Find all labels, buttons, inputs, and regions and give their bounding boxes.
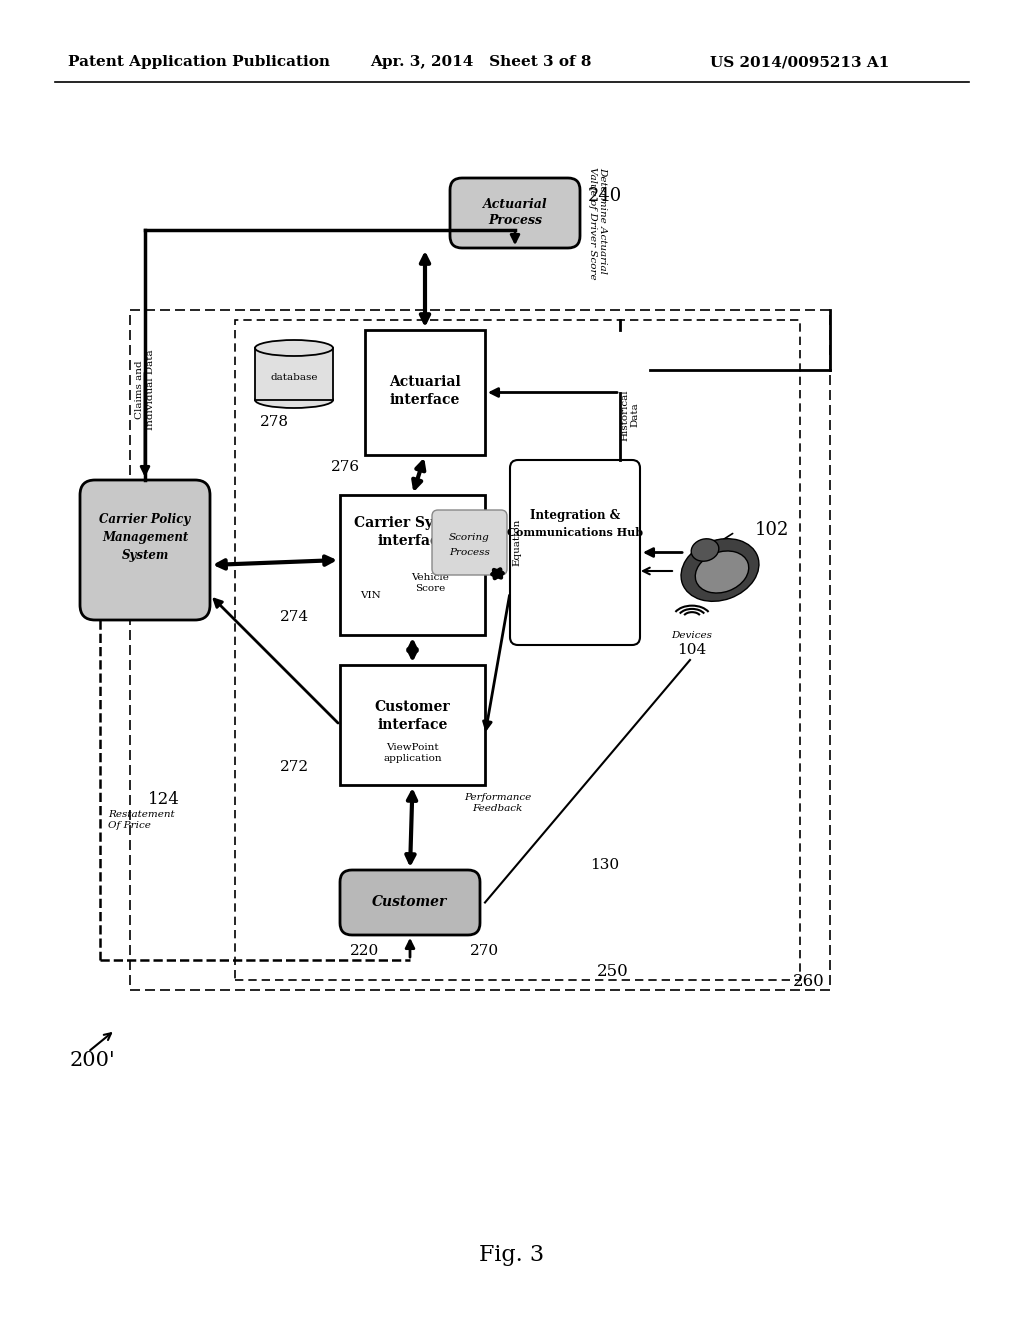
Text: System: System <box>122 549 169 562</box>
Text: Customer: Customer <box>375 700 451 714</box>
Bar <box>255 348 333 400</box>
Text: ViewPoint
application: ViewPoint application <box>383 743 441 763</box>
Text: 270: 270 <box>470 944 499 958</box>
Text: Customer: Customer <box>373 895 447 909</box>
FancyBboxPatch shape <box>432 510 507 576</box>
Text: database: database <box>270 374 317 383</box>
Text: Determine Actuarial
Value of Driver Score: Determine Actuarial Value of Driver Scor… <box>588 166 607 280</box>
Text: interface: interface <box>377 535 447 548</box>
Bar <box>340 665 485 785</box>
Text: interface: interface <box>377 718 447 733</box>
Text: 260: 260 <box>794 974 825 990</box>
Text: Restatement
Of Price: Restatement Of Price <box>108 810 175 830</box>
Text: Vehicle
Score: Vehicle Score <box>411 573 449 593</box>
Ellipse shape <box>255 392 333 408</box>
Text: Carrier Policy: Carrier Policy <box>99 513 190 527</box>
Text: 124: 124 <box>148 792 180 808</box>
Ellipse shape <box>681 539 759 602</box>
Text: Patent Application Publication: Patent Application Publication <box>68 55 330 69</box>
Text: Process: Process <box>488 214 542 227</box>
Text: Process: Process <box>450 548 489 557</box>
Text: Equation: Equation <box>512 519 521 566</box>
Ellipse shape <box>255 341 333 356</box>
Text: Historical
Data: Historical Data <box>621 389 640 441</box>
Ellipse shape <box>695 550 749 593</box>
Text: Performance
Feedback: Performance Feedback <box>464 793 531 813</box>
Text: Actuarial: Actuarial <box>389 375 461 389</box>
Text: Scoring: Scoring <box>450 533 489 543</box>
FancyBboxPatch shape <box>450 178 580 248</box>
Text: Claims and
Individual Data: Claims and Individual Data <box>135 350 155 430</box>
Text: 278: 278 <box>260 414 289 429</box>
Text: 240: 240 <box>588 187 623 205</box>
FancyBboxPatch shape <box>510 459 640 645</box>
Text: Communications Hub: Communications Hub <box>507 527 643 537</box>
Text: VIN: VIN <box>359 590 380 599</box>
Text: 130: 130 <box>590 858 620 873</box>
Text: 272: 272 <box>280 760 309 774</box>
Text: Carrier System: Carrier System <box>354 516 471 531</box>
Bar <box>365 330 485 455</box>
Text: Apr. 3, 2014   Sheet 3 of 8: Apr. 3, 2014 Sheet 3 of 8 <box>370 55 592 69</box>
FancyBboxPatch shape <box>80 480 210 620</box>
Text: 102: 102 <box>755 521 790 539</box>
Text: Actuarial: Actuarial <box>482 198 547 211</box>
Text: 250: 250 <box>597 964 629 981</box>
Text: 220: 220 <box>350 944 379 958</box>
Text: Integration &: Integration & <box>529 508 621 521</box>
Bar <box>234 319 800 979</box>
Text: Devices: Devices <box>672 631 713 639</box>
Bar <box>340 495 485 635</box>
Bar <box>130 310 830 990</box>
Text: US 2014/0095213 A1: US 2014/0095213 A1 <box>710 55 890 69</box>
Text: 276: 276 <box>331 459 360 474</box>
Text: 274: 274 <box>280 610 309 624</box>
FancyBboxPatch shape <box>340 870 480 935</box>
Text: Management: Management <box>101 532 188 544</box>
Text: 200': 200' <box>70 1051 116 1069</box>
Text: 104: 104 <box>677 643 707 657</box>
Text: Fig. 3: Fig. 3 <box>479 1243 545 1266</box>
Text: interface: interface <box>390 393 460 408</box>
Ellipse shape <box>691 539 719 561</box>
